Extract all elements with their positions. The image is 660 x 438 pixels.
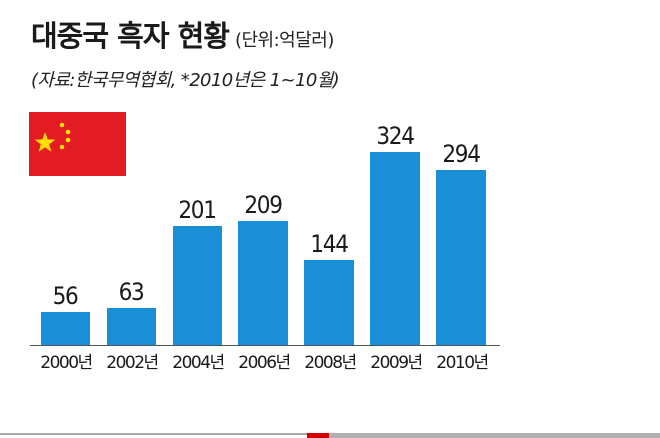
value-label-2009: 324: [376, 122, 415, 150]
title-text: 대중국 흑자 현황: [31, 19, 230, 53]
category-label-2009: 2009년: [370, 353, 423, 373]
bar-2006: [238, 221, 288, 345]
value-label-2000: 56: [52, 282, 79, 310]
bar-2010: [436, 170, 486, 345]
bottom-divider-line: [0, 433, 307, 435]
value-label-2008: 144: [310, 230, 349, 258]
category-label-2002: 2002년: [106, 353, 159, 373]
bar-2002: [107, 308, 156, 345]
category-label-2000: 2000년: [40, 353, 93, 373]
bar-2008: [304, 260, 354, 345]
bar-2000: [41, 312, 90, 345]
category-label-2008: 2008년: [304, 353, 357, 373]
china-flag-icon: [29, 112, 126, 176]
source-note: (자료:한국무역협회, *2010년은 1~10월): [31, 70, 340, 91]
x-axis-line: [30, 345, 500, 346]
bottom-gray-bar: [329, 433, 660, 438]
chart-title: 대중국 흑자 현황 (단위:억달러): [31, 13, 334, 55]
value-label-2004: 201: [178, 196, 217, 224]
category-label-2006: 2006년: [238, 353, 291, 373]
category-label-2010: 2010년: [436, 353, 489, 373]
unit-label: (단위:억달러): [234, 30, 334, 51]
category-label-2004: 2004년: [172, 353, 225, 373]
bottom-accent-marker: [307, 433, 329, 438]
value-label-2010: 294: [442, 140, 481, 168]
bar-2009: [370, 152, 420, 345]
value-label-2006: 209: [244, 191, 283, 219]
value-label-2002: 63: [118, 278, 145, 306]
bar-2004: [173, 226, 222, 345]
